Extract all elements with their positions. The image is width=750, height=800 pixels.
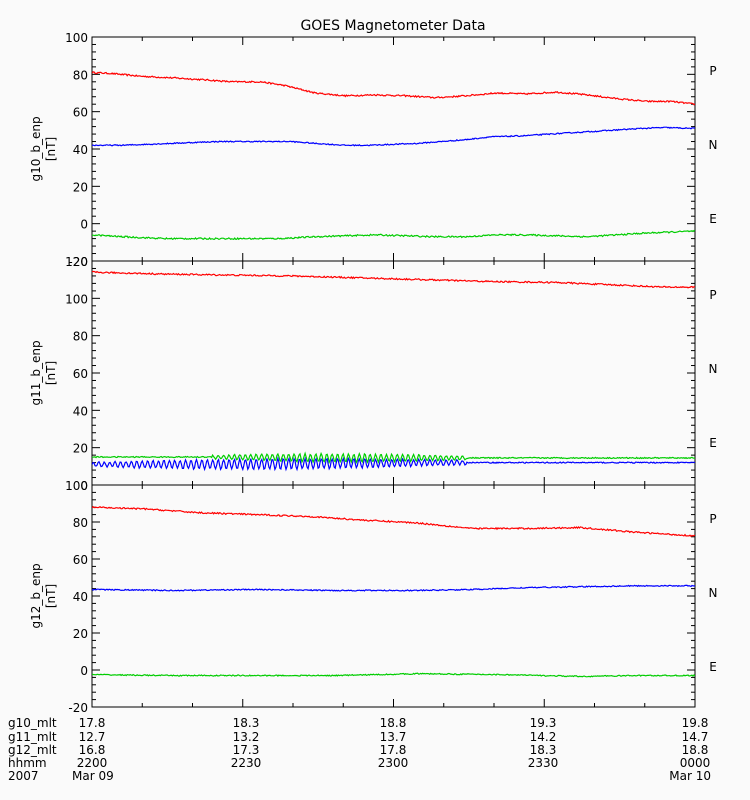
footer-cell: 17.3	[233, 743, 260, 757]
y-tick-label: 20	[73, 627, 88, 641]
footer-cell: 2300	[378, 756, 409, 770]
footer-row-label: g11_mlt	[8, 730, 57, 744]
series-line-N	[92, 126, 695, 147]
legend-N: N	[709, 138, 718, 152]
footer-cell: 19.8	[682, 716, 709, 730]
legend-N: N	[709, 586, 718, 600]
legend-E: E	[709, 212, 717, 226]
panel-frame	[91, 260, 696, 486]
footer-row-label: 2007	[8, 769, 39, 783]
footer-cell: 17.8	[380, 743, 407, 757]
footer-cell: 14.7	[682, 730, 709, 744]
y-tick-label: 40	[73, 143, 88, 157]
footer-row-label: g12_mlt	[8, 743, 57, 757]
y-tick-label: 0	[80, 479, 88, 493]
footer-cell: 18.3	[233, 716, 260, 730]
y-tick-label: 0	[80, 664, 88, 678]
legend-P: P	[709, 512, 716, 526]
panel-frame	[91, 36, 696, 262]
footer-cell: Mar 10	[669, 769, 711, 783]
y-tick-label: 60	[73, 553, 88, 567]
legend-E: E	[709, 436, 717, 450]
footer-cell: 12.7	[79, 730, 106, 744]
y-tick-label: 80	[73, 330, 88, 344]
series-line-P	[92, 505, 695, 538]
footer-cell: 16.8	[79, 743, 106, 757]
footer-cell: 18.8	[380, 716, 407, 730]
panel-2: 0 20 40 60 80 100 120 g11_b_enp [nT] P N E	[29, 255, 717, 493]
footer-cell: 19.3	[530, 716, 557, 730]
chart-title: GOES Magnetometer Data	[300, 18, 485, 34]
series-line-N	[92, 451, 695, 465]
footer-cell: 2330	[528, 756, 559, 770]
footer-cell: 13.7	[380, 730, 407, 744]
footer-cell: 18.3	[530, 743, 557, 757]
y-tick-label: 20	[73, 180, 88, 194]
footer-cell: 2200	[77, 756, 108, 770]
y-axis-label: g12_b_enp	[29, 563, 43, 628]
y-tick-label: -20	[68, 255, 88, 269]
series-line-N	[92, 584, 695, 592]
footer-cell: 0000	[680, 756, 711, 770]
y-tick-label: 80	[73, 516, 88, 530]
y-axis-label: g10_b_enp	[29, 116, 43, 181]
footer-row-label: g10_mlt	[8, 716, 57, 730]
y-tick-label: 60	[73, 106, 88, 120]
y-tick-label: 0	[80, 218, 88, 232]
y-tick-label: 120	[65, 255, 88, 269]
series-line-E	[92, 229, 695, 241]
y-tick-label: 40	[73, 404, 88, 418]
footer-cell: Mar 09	[72, 769, 114, 783]
y-tick-label: 100	[65, 31, 88, 45]
y-tick-label: -20	[68, 701, 88, 715]
footer-cell: 18.8	[682, 743, 709, 757]
y-tick-label: 20	[73, 442, 88, 456]
y-axis-unit: [nT]	[44, 584, 58, 608]
footer-cell: 2230	[231, 756, 262, 770]
footer-row-label: hhmm	[8, 756, 47, 770]
y-tick-label: 40	[73, 590, 88, 604]
y-tick-label: 100	[65, 479, 88, 493]
y-axis-unit: [nT]	[44, 137, 58, 161]
series-line-E	[92, 672, 695, 678]
legend-E: E	[709, 660, 717, 674]
panel-3: -20 0 20 40 60 80 100 g12_b_enp [nT] P N E	[29, 479, 717, 715]
y-axis-unit: [nT]	[44, 361, 58, 385]
y-tick-label: 100	[65, 292, 88, 306]
legend-P: P	[709, 64, 716, 78]
footer-cell: 14.2	[530, 730, 557, 744]
series-line-P	[92, 270, 695, 289]
y-tick-label: 80	[73, 68, 88, 82]
series-line-E	[92, 456, 695, 472]
footer-cell: 17.8	[79, 716, 106, 730]
series-line-P	[92, 71, 695, 106]
panel-1: -20 0 20 40 60 80 100 g10_b_enp [nT] P N E	[29, 31, 717, 269]
footer-cell: 13.2	[233, 730, 260, 744]
x-axis-footer: g10_mltg11_mltg12_mlthhmm200717.812.716.…	[8, 716, 711, 783]
y-axis-label: g11_b_enp	[29, 340, 43, 405]
panel-frame	[91, 484, 696, 708]
y-tick-label: 60	[73, 367, 88, 381]
legend-P: P	[709, 288, 716, 302]
legend-N: N	[709, 362, 718, 376]
